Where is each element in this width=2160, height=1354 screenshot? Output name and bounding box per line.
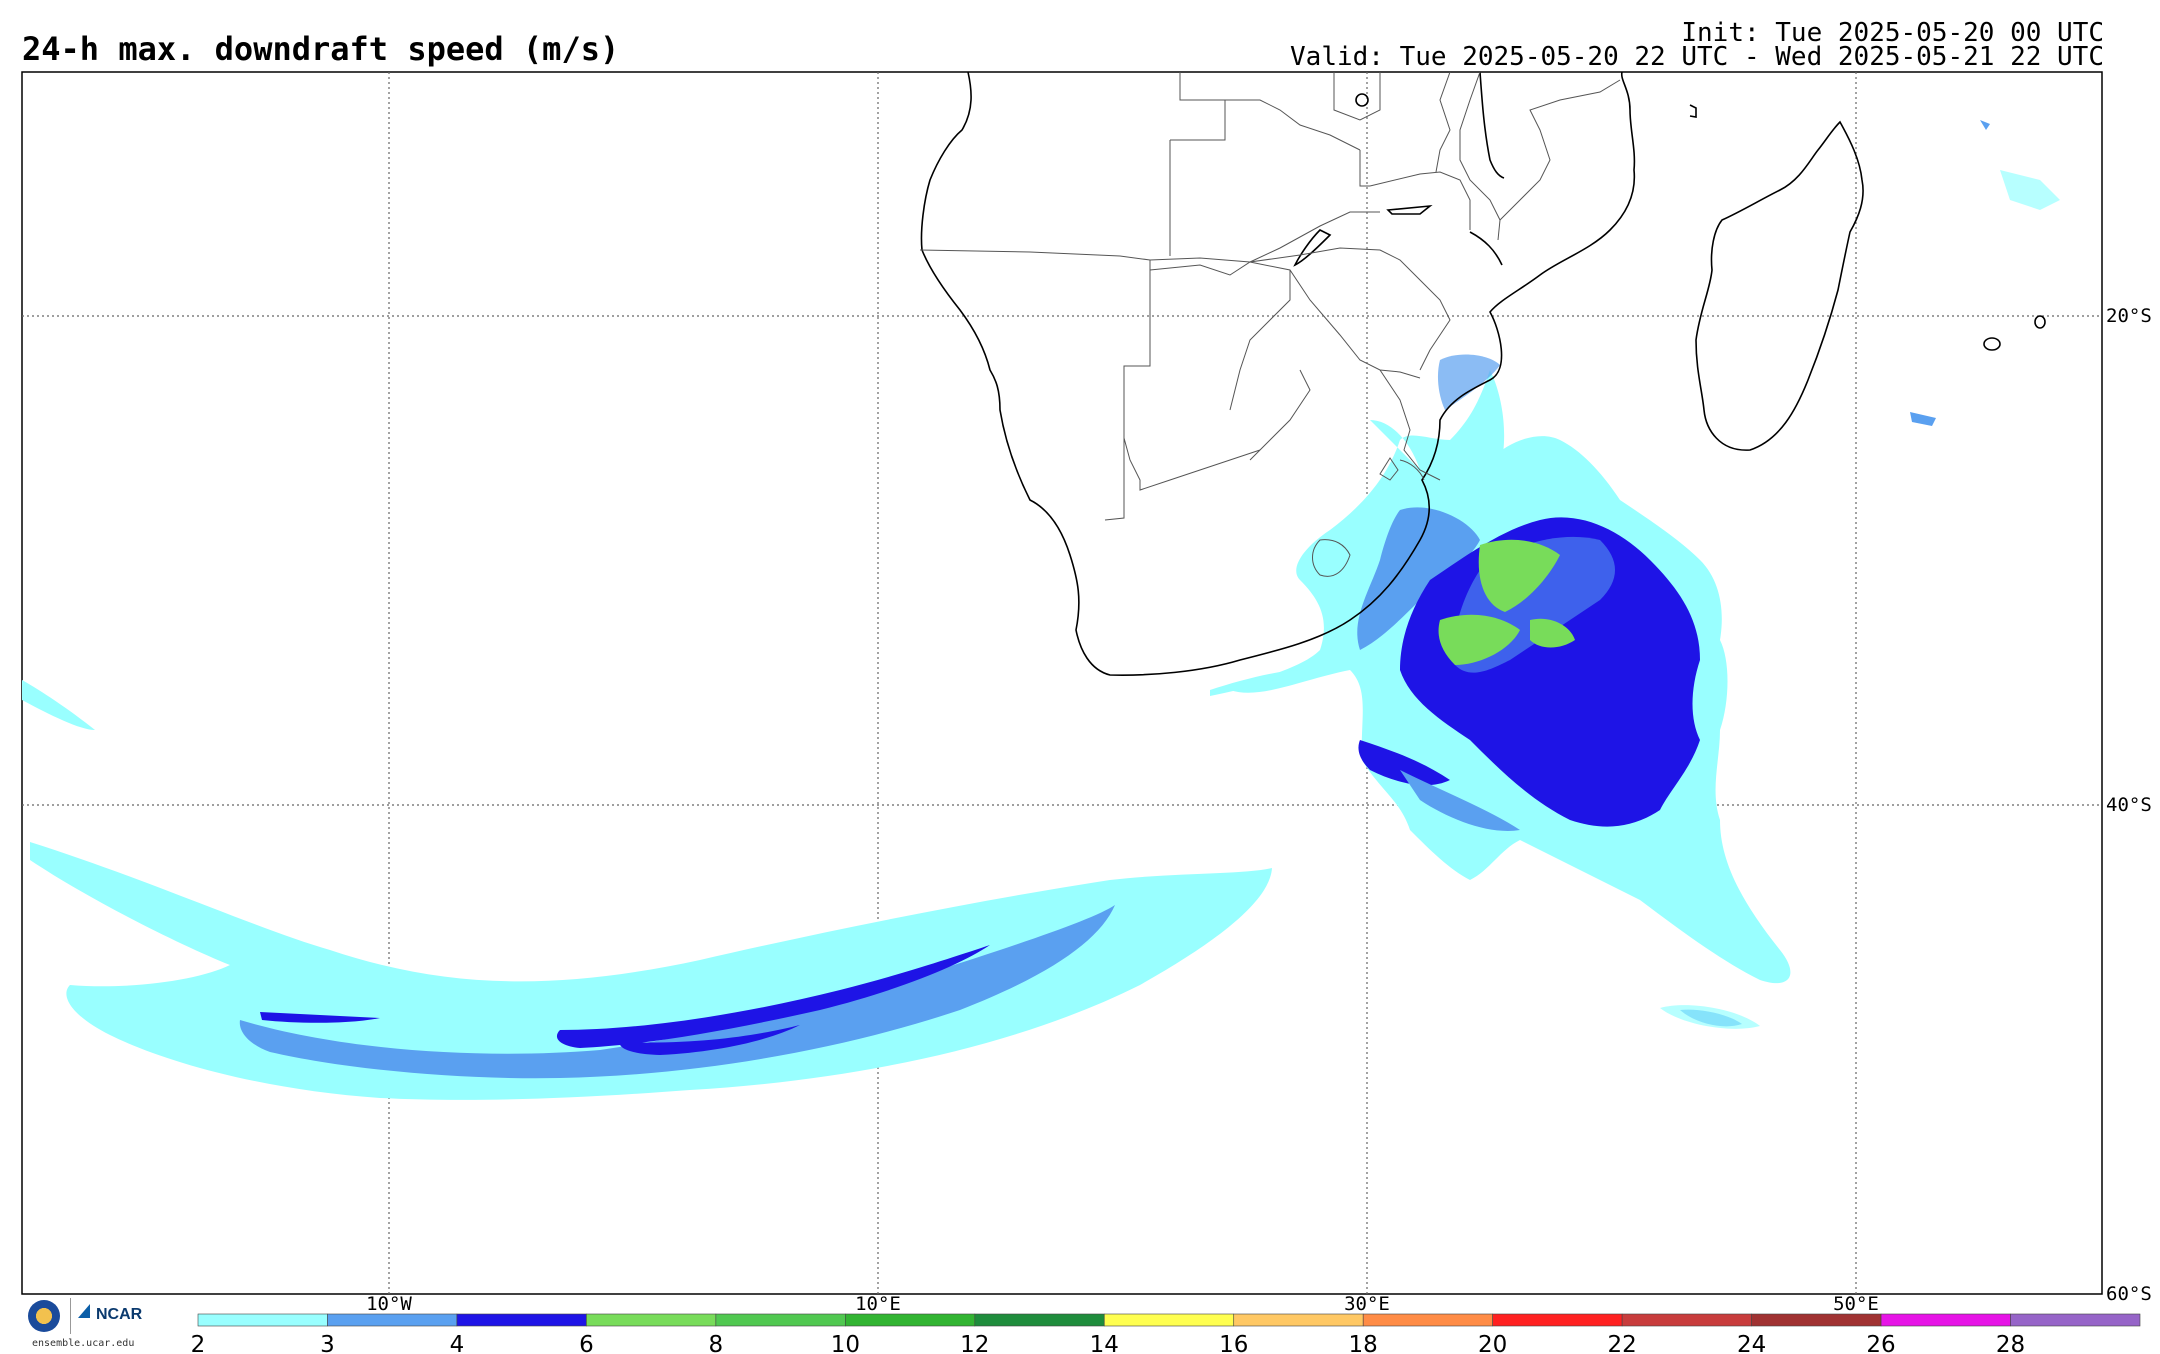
- colorbar-swatch-4: [715, 1313, 846, 1327]
- valid-time: Valid: Tue 2025-05-20 22 UTC - Wed 2025-…: [1290, 42, 2104, 72]
- colorbar-label-2: 4: [450, 1332, 465, 1354]
- colorbar-label-9: 18: [1349, 1332, 1378, 1354]
- ncar-mark-icon: [78, 1304, 90, 1318]
- colorbar-swatch-13: [1880, 1313, 2011, 1327]
- map-title: 24-h max. downdraft speed (m/s): [22, 30, 620, 68]
- colorbar-label-8: 16: [1219, 1332, 1248, 1354]
- colorbar-label-11: 22: [1607, 1332, 1636, 1354]
- colorbar-swatch-2: [456, 1313, 587, 1327]
- ncar-logo: NCAR: [96, 1306, 143, 1323]
- colorbar-label-6: 12: [960, 1332, 989, 1354]
- logo-divider: [70, 1298, 71, 1334]
- branding: NCAR ensemble.ucar.edu: [24, 1296, 164, 1352]
- field-atlantic-track: [30, 842, 1760, 1100]
- lat-label-20s: 20°S: [2106, 305, 2152, 327]
- colorbar-label-12: 24: [1737, 1332, 1766, 1354]
- colorbar-swatch-9: [1362, 1313, 1493, 1327]
- lon-label-10w: 10°W: [366, 1293, 412, 1315]
- colorbar-label-0: 2: [191, 1332, 206, 1354]
- colorbar-label-14: 28: [1996, 1332, 2025, 1354]
- colorbar-swatch-5: [845, 1313, 976, 1327]
- colorbar-swatch-0: [197, 1313, 328, 1327]
- lon-label-10e: 10°E: [855, 1293, 901, 1315]
- colorbar-swatch-11: [1621, 1313, 1752, 1327]
- lon-label-50e: 50°E: [1833, 1293, 1879, 1315]
- init-time: Init: Tue 2025-05-20 00 UTC: [1681, 18, 2104, 48]
- colorbar: 2 3 4 6 8 10 12 14 16 18 20 22 24 26 28: [191, 1313, 2141, 1354]
- colorbar-label-13: 26: [1866, 1332, 1895, 1354]
- nsf-logo: [28, 1300, 60, 1332]
- colorbar-swatch-12: [1751, 1313, 1882, 1327]
- colorbar-label-5: 10: [831, 1332, 860, 1354]
- field-indian-ocean: [22, 120, 2060, 984]
- lat-label-60s: 60°S: [2106, 1283, 2152, 1305]
- colorbar-swatch-6: [974, 1313, 1105, 1327]
- lat-label-40s: 40°S: [2106, 794, 2152, 816]
- colorbar-swatch-1: [327, 1313, 458, 1327]
- country-borders: [919, 71, 1621, 577]
- colorbar-label-10: 20: [1478, 1332, 1507, 1354]
- colorbar-swatch-7: [1103, 1313, 1235, 1327]
- lon-label-30e: 30°E: [1344, 1293, 1390, 1315]
- colorbar-label-3: 6: [579, 1332, 594, 1354]
- coastlines: [920, 71, 2046, 676]
- colorbar-label-7: 14: [1090, 1332, 1119, 1354]
- site-url: ensemble.ucar.edu: [32, 1338, 135, 1349]
- lakes: [1293, 71, 1505, 267]
- gridlines: [22, 72, 2102, 1294]
- map-frame: [21, 71, 2103, 1295]
- colorbar-swatch-10: [1492, 1313, 1623, 1327]
- colorbar-swatch-14: [2010, 1313, 2141, 1327]
- colorbar-swatch-8: [1233, 1313, 1364, 1327]
- colorbar-label-4: 8: [709, 1332, 724, 1354]
- colorbar-label-1: 3: [320, 1332, 335, 1354]
- colorbar-swatch-3: [586, 1313, 717, 1327]
